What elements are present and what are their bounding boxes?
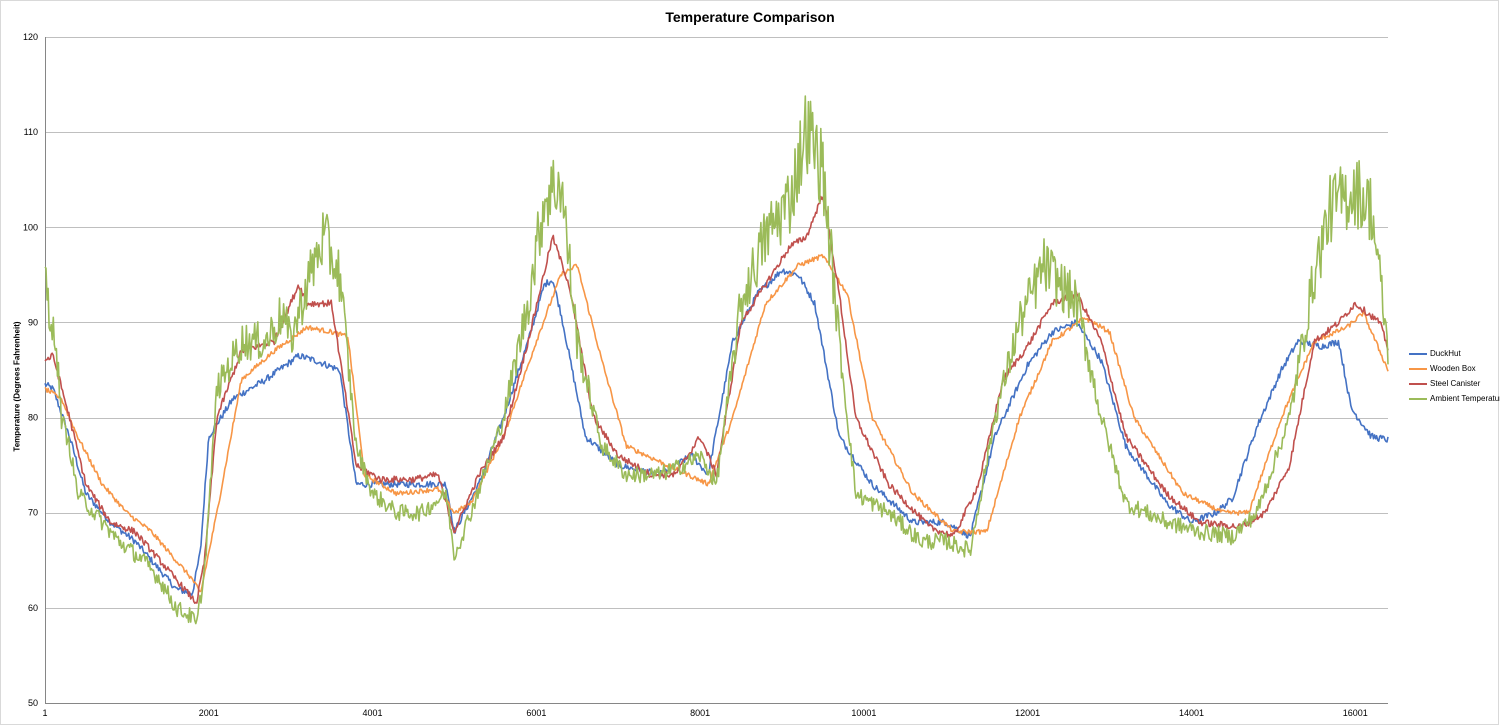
y-tick-label: 100 xyxy=(23,222,38,232)
x-tick-label: 4001 xyxy=(363,708,383,718)
legend-swatch xyxy=(1409,397,1427,400)
x-tick-label: 1 xyxy=(42,708,47,718)
x-tick-label: 12001 xyxy=(1015,708,1040,718)
legend: DuckHut Wooden Box Steel Canister Ambient T… xyxy=(1409,346,1500,406)
legend-label: Wooden Box xyxy=(1430,364,1476,373)
y-tick-label: 60 xyxy=(28,603,38,613)
y-tick-label: 110 xyxy=(24,127,38,137)
legend-swatch xyxy=(1409,367,1427,370)
x-tick-label: 6001 xyxy=(526,708,546,718)
legend-swatch xyxy=(1409,382,1427,385)
chart-title: Temperature Comparison xyxy=(665,9,835,25)
y-tick-label: 80 xyxy=(28,413,38,423)
legend-item: Ambient Temperature xyxy=(1409,391,1500,406)
x-tick-label: 8001 xyxy=(690,708,710,718)
y-tick-label: 90 xyxy=(28,317,38,327)
x-tick-label: 10001 xyxy=(851,708,876,718)
series-line-ambient-temperature xyxy=(44,95,1389,625)
x-tick-label: 16001 xyxy=(1343,708,1368,718)
legend-item: DuckHut xyxy=(1409,346,1500,361)
y-tick-label: 70 xyxy=(28,508,38,518)
series-line-duckhut xyxy=(44,268,1389,596)
y-tick-label: 50 xyxy=(28,698,38,708)
axes xyxy=(45,37,1388,704)
series-line-steel-canister xyxy=(44,195,1389,604)
x-tick-label: 2001 xyxy=(199,708,219,718)
legend-label: Steel Canister xyxy=(1430,379,1481,388)
series-lines xyxy=(44,95,1389,625)
legend-label: Ambient Temperature xyxy=(1430,394,1500,403)
legend-swatch xyxy=(1409,352,1427,355)
y-tick-label: 120 xyxy=(23,32,38,42)
x-tick-label: 14001 xyxy=(1179,708,1204,718)
legend-item: Steel Canister xyxy=(1409,376,1500,391)
series-line-wooden-box xyxy=(44,253,1389,593)
legend-item: Wooden Box xyxy=(1409,361,1500,376)
gridlines xyxy=(45,37,1388,609)
legend-label: DuckHut xyxy=(1430,349,1461,358)
